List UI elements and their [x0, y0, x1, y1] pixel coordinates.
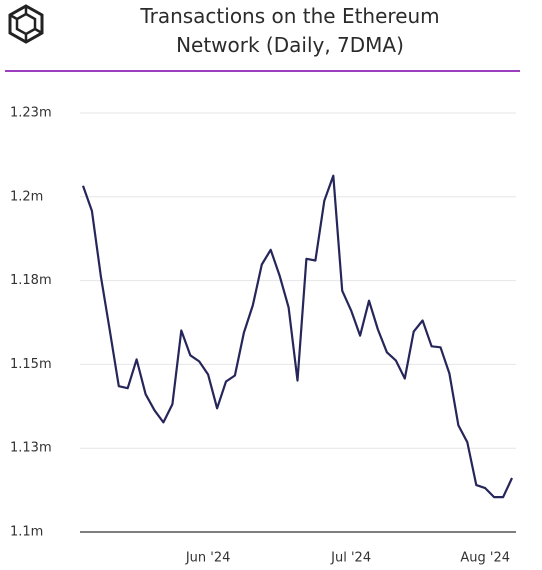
data-line: [81, 174, 513, 499]
x-tick-label: Aug '24: [460, 551, 510, 566]
y-tick-label: 1.2m: [10, 189, 43, 204]
y-tick-label: 1.18m: [10, 273, 52, 288]
y-tick-label: 1.1m: [10, 525, 43, 540]
logo: [8, 4, 44, 44]
chart-title: Transactions on the Ethereum Network (Da…: [140, 4, 440, 57]
y-tick-label: 1.15m: [10, 357, 52, 372]
y-tick-label: 1.13m: [10, 441, 52, 456]
x-tick-label: Jun '24: [185, 551, 231, 566]
y-tick-label: 1.23m: [10, 106, 52, 121]
title-rule: [5, 70, 520, 72]
x-tick-label: Jul '24: [330, 551, 371, 566]
